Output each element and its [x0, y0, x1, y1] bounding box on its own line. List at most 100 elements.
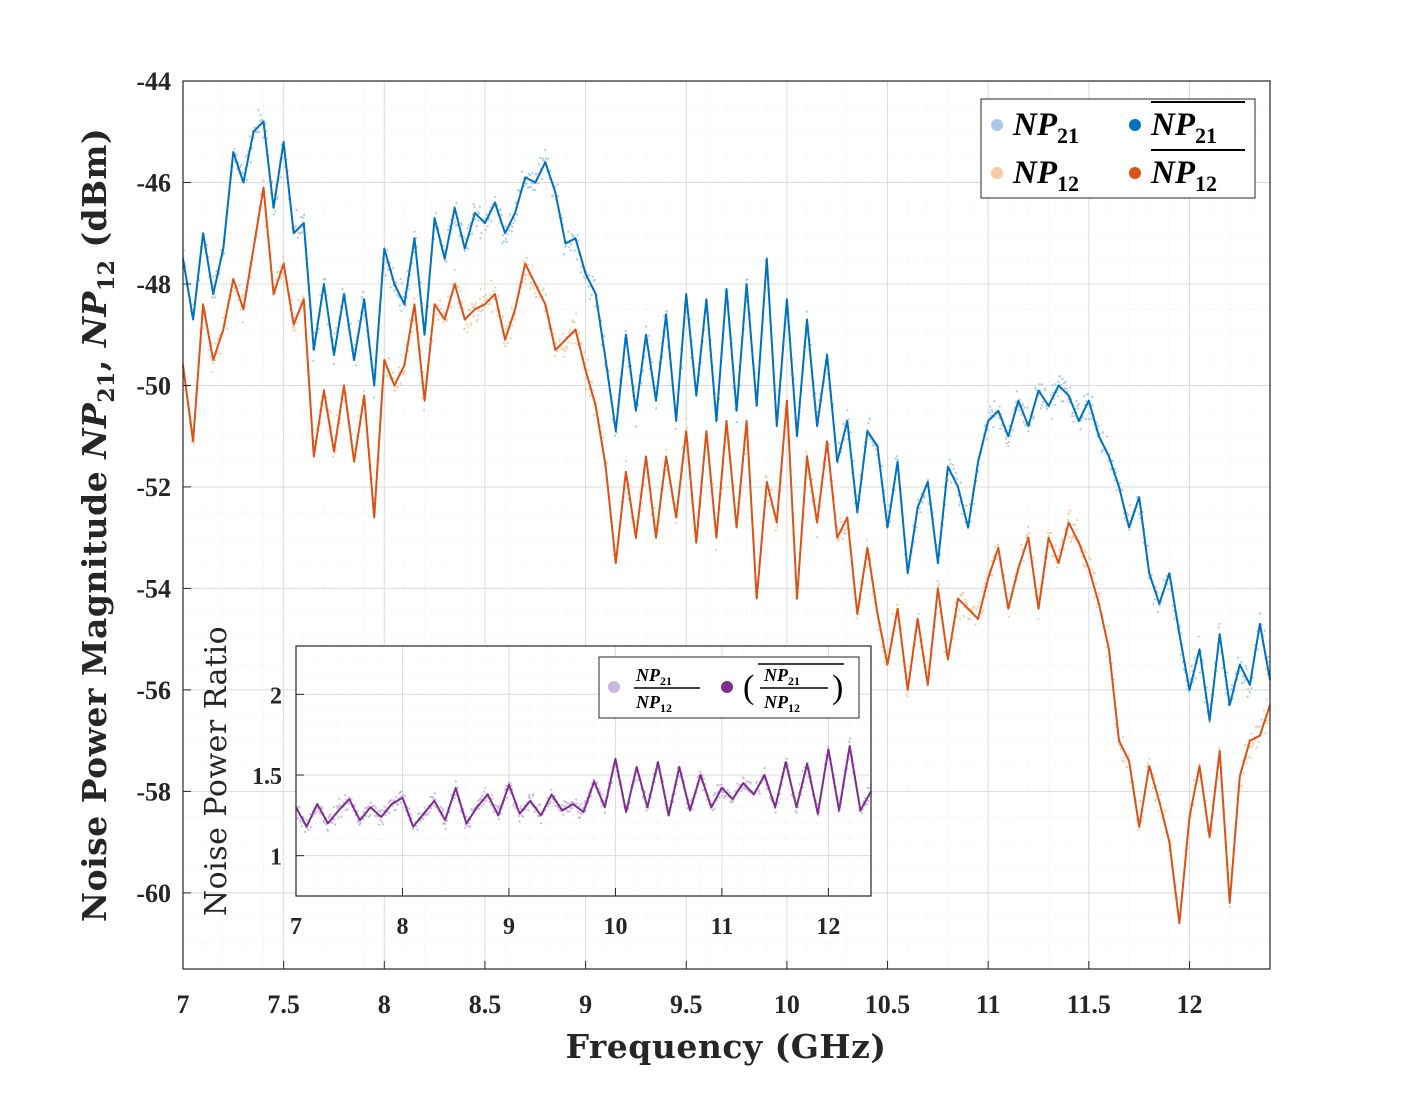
scatter-point: [333, 823, 337, 826]
scatter-point: [209, 355, 212, 358]
scatter-point: [215, 269, 218, 273]
scatter-point: [472, 203, 475, 206]
scatter-point: [815, 536, 819, 539]
scatter-point: [554, 342, 558, 345]
scatter-point: [362, 314, 366, 317]
scatter-point: [1044, 389, 1047, 392]
inset-ticks: 7 8 9 10 11 12 1 1.5 2: [252, 683, 840, 940]
scatter-point: [958, 618, 962, 621]
scatter-point: [488, 293, 491, 296]
scatter-point: [455, 201, 458, 204]
scatter-point: [272, 213, 275, 216]
scatter-point: [378, 810, 381, 813]
scatter-point: [335, 448, 338, 451]
scatter-point: [959, 481, 962, 484]
scatter-point: [567, 341, 570, 344]
legend-marker-np21: [991, 119, 1003, 131]
scatter-point: [479, 288, 482, 291]
scatter-point: [955, 471, 958, 474]
scatter-point: [774, 529, 777, 532]
scatter-point: [849, 431, 852, 434]
y-tick-label: 1.5: [252, 764, 282, 790]
scatter-point: [984, 595, 987, 598]
scatter-point: [241, 295, 244, 298]
scatter-point: [206, 244, 209, 247]
scatter-point: [1009, 435, 1012, 438]
y-tick-label: -44: [136, 67, 171, 96]
scatter-point: [435, 313, 438, 316]
scatter-point: [335, 327, 338, 330]
scatter-point: [990, 414, 993, 417]
scatter-point: [300, 231, 303, 234]
scatter-point: [1237, 656, 1240, 659]
scatter-point: [320, 805, 323, 808]
scatter-point: [398, 304, 401, 307]
scatter-point: [580, 342, 583, 346]
scatter-point: [502, 234, 505, 237]
scatter-point: [602, 436, 605, 439]
scatter-point: [568, 242, 572, 245]
scatter-point: [1190, 665, 1193, 668]
scatter-point: [299, 232, 302, 235]
y-tick-label: -56: [136, 676, 171, 705]
scatter-point: [1246, 695, 1249, 698]
scatter-point: [798, 783, 801, 786]
scatter-point: [497, 294, 500, 298]
scatter-point: [645, 476, 649, 479]
scatter-point: [591, 275, 594, 278]
scatter-point: [222, 316, 225, 319]
scatter-point: [827, 745, 830, 748]
scatter-point: [1107, 459, 1110, 462]
scatter-point: [401, 790, 404, 793]
scatter-point: [583, 351, 586, 354]
scatter-point: [641, 370, 645, 373]
scatter-point: [470, 232, 474, 235]
scatter-point: [294, 329, 297, 332]
scatter-point: [1167, 588, 1170, 591]
scatter-point: [344, 794, 347, 797]
scatter-point: [438, 313, 441, 316]
scatter-point: [643, 483, 646, 486]
scatter-point: [554, 354, 557, 357]
scatter-point: [719, 784, 722, 787]
scatter-point: [553, 795, 557, 798]
scatter-point: [482, 296, 485, 299]
scatter-point: [1091, 404, 1094, 407]
scatter-point: [1139, 799, 1143, 802]
scatter-point: [514, 312, 517, 315]
scatter-point: [303, 830, 307, 834]
scatter-point: [1153, 598, 1157, 601]
scatter-point: [443, 314, 446, 317]
scatter-point: [1049, 532, 1052, 535]
scatter-point: [1027, 526, 1030, 529]
scatter-point: [544, 149, 547, 152]
scatter-point: [333, 452, 336, 455]
scatter-point: [262, 179, 265, 182]
scatter-point: [1088, 412, 1091, 415]
scatter-point: [1018, 398, 1021, 401]
scatter-point: [1146, 762, 1150, 765]
scatter-point: [1122, 756, 1125, 759]
scatter-point: [593, 778, 596, 781]
scatter-point: [590, 795, 593, 798]
main-ticks: 7 7.5 8 8.5 9 9.5 10 10.5 11 11.5 12-44-46-48-50-5…: [136, 67, 1202, 1019]
scatter-point: [467, 247, 470, 251]
scatter-point: [1021, 403, 1024, 406]
scatter-point: [1053, 403, 1056, 406]
scatter-point: [1032, 415, 1035, 418]
scatter-point: [1249, 756, 1252, 759]
scatter-point: [249, 276, 252, 279]
scatter-point: [906, 694, 909, 698]
scatter-point: [258, 131, 261, 134]
scatter-point: [701, 774, 704, 777]
scatter-point: [1192, 681, 1195, 684]
scatter-point: [485, 213, 488, 216]
scatter-point: [871, 440, 874, 443]
scatter-point: [958, 608, 961, 611]
scatter-point: [486, 225, 489, 228]
scatter-point: [877, 629, 880, 632]
scatter-point: [570, 342, 573, 345]
scatter-point: [763, 767, 766, 770]
scatter-point: [505, 240, 509, 243]
